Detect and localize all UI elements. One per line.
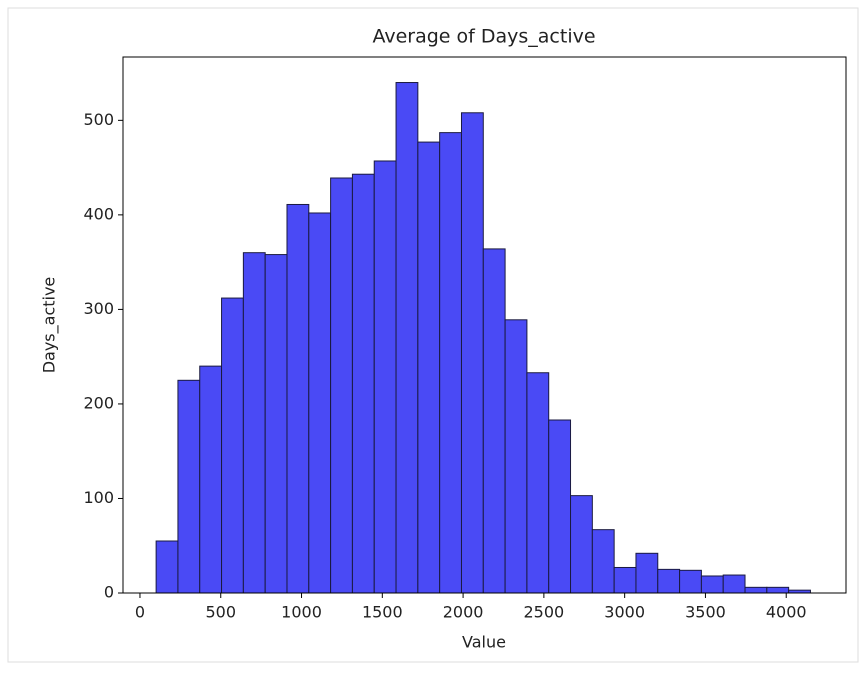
- bar: [308, 212, 332, 594]
- x-tick-label: 500: [205, 603, 236, 622]
- bar: [439, 132, 462, 594]
- x-tick-label: 1500: [362, 603, 403, 622]
- y-tick-label: 400: [83, 204, 114, 223]
- bar: [330, 177, 353, 594]
- bar: [482, 248, 506, 594]
- x-tick-label: 4000: [766, 603, 807, 622]
- x-tick-label: 0: [135, 603, 145, 622]
- x-tick-label: 3500: [685, 603, 726, 622]
- bar: [177, 379, 201, 594]
- bar: [526, 372, 550, 594]
- bar: [286, 203, 310, 594]
- x-tick-label: 3000: [604, 603, 645, 622]
- bar: [766, 586, 790, 594]
- bar: [744, 586, 768, 594]
- bar: [242, 252, 266, 594]
- chart-title: Average of Days_active: [372, 26, 595, 48]
- x-tick-label: 2000: [443, 603, 484, 622]
- x-tick-label: 2500: [524, 603, 565, 622]
- y-tick-label: 100: [83, 488, 114, 507]
- bar: [635, 552, 659, 594]
- bar: [351, 173, 375, 594]
- bar: [613, 566, 637, 594]
- bar: [548, 419, 572, 594]
- bar: [679, 569, 702, 594]
- bar: [417, 141, 441, 594]
- bar: [221, 297, 244, 594]
- bar: [395, 82, 419, 594]
- bar: [700, 575, 724, 594]
- bar: [199, 365, 223, 594]
- x-axis-label: Value: [462, 633, 506, 652]
- bar: [504, 319, 528, 594]
- plot-frame: [122, 56, 847, 594]
- bar: [155, 540, 179, 594]
- bar: [591, 529, 615, 594]
- y-tick-label: 300: [83, 299, 114, 318]
- bar: [264, 254, 288, 594]
- bar: [460, 112, 484, 594]
- y-tick-label: 500: [83, 110, 114, 129]
- bar: [373, 160, 397, 594]
- bar: [722, 574, 746, 594]
- bar: [657, 568, 681, 594]
- x-tick-label: 1000: [281, 603, 322, 622]
- y-axis-label: Days_active: [40, 277, 60, 374]
- y-tick-label: 0: [104, 583, 114, 602]
- bar: [570, 495, 593, 594]
- y-tick-label: 200: [83, 393, 114, 412]
